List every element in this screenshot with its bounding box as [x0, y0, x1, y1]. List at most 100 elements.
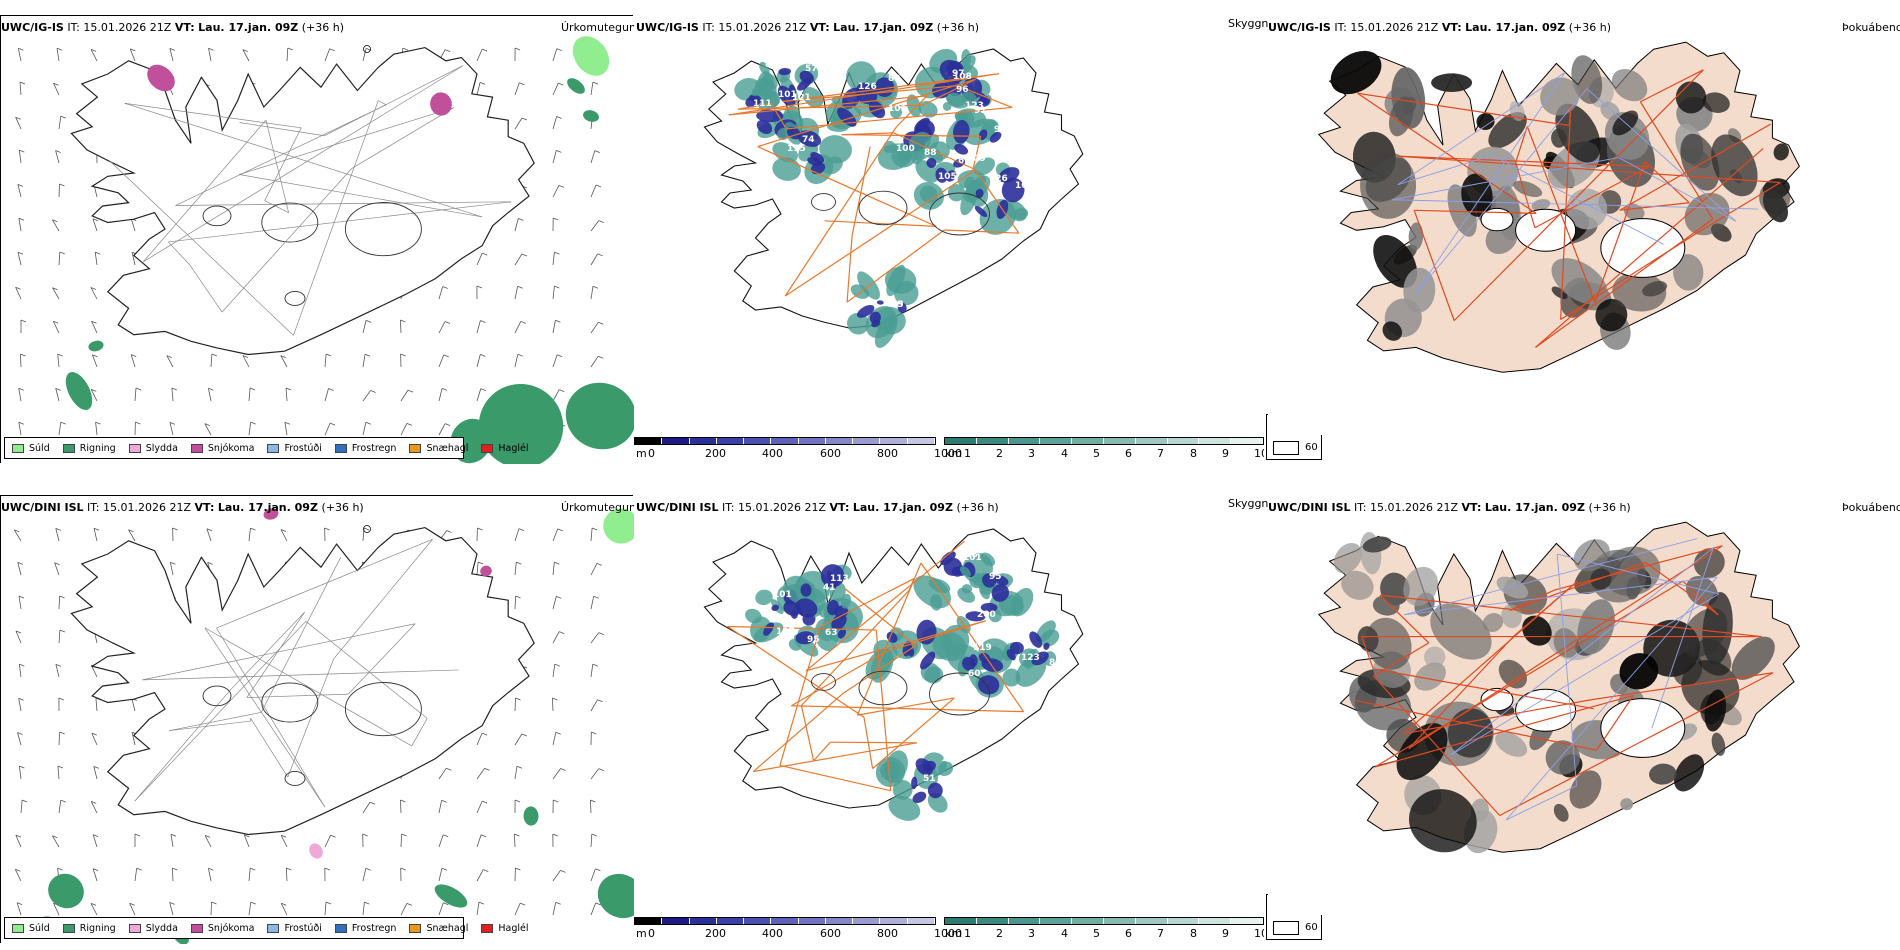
model-name: UWC/IG-IS: [636, 21, 699, 34]
lead-time: (+36 h): [1568, 21, 1612, 34]
fog-patch: [1571, 55, 1603, 104]
fog-header: UWC/DINI ISL IT: 15.01.2026 21Z VT: Lau.…: [1268, 501, 1631, 515]
ceiling-height-label: 75: [891, 300, 904, 310]
visibility-scale-tick: 3: [1028, 927, 1035, 940]
fog-patch: [1513, 180, 1543, 198]
legend-swatch: [334, 923, 347, 933]
lead-time: (+36 h): [1588, 501, 1631, 514]
low-ceiling-area: [820, 564, 845, 588]
ceiling-height-label: 95: [989, 572, 1002, 582]
vt-label: VT:: [1461, 501, 1482, 514]
it-value: 15.01.2026 21Z: [1350, 21, 1439, 34]
fog-patch: [1681, 608, 1728, 658]
ceiling-height-label: 111: [753, 99, 772, 109]
low-ceiling-area: [1009, 641, 1024, 655]
low-visibility-area: [751, 79, 771, 96]
legend-item: Súld: [12, 443, 50, 454]
ceiling-scale-tick: 600: [820, 447, 841, 460]
fog-key-light-label: 60: [1305, 442, 1318, 453]
ceiling-height-label: 100: [896, 144, 915, 154]
precip-type-map[interactable]: [1, 16, 634, 464]
glacier-outline: [284, 770, 306, 786]
fog-patch: [1408, 789, 1477, 853]
road-network: [1355, 545, 1774, 817]
ceiling-scale-tick: 600: [820, 927, 841, 940]
model-name: UWC/DINI ISL: [1, 501, 84, 514]
ceiling-panel-title: Skyggni: [1228, 17, 1272, 30]
ceiling-scale-tick: 200: [705, 927, 726, 940]
ceiling-visibility-panel: 111 80 96 97 101 109 100 82 74 75 121 90 108 123 100 10…: [634, 15, 1264, 465]
visibility-scale-tick: 9: [1222, 927, 1229, 940]
low-visibility-area: [777, 127, 791, 140]
road-network: [728, 73, 1020, 303]
ceiling-height-label: 41: [823, 583, 836, 593]
fog-index-map[interactable]: [1268, 15, 1900, 435]
ceiling-height-label: 104: [941, 754, 960, 764]
ceiling-scale-unit: m: [636, 447, 647, 460]
rain-area: [48, 873, 84, 909]
ceiling-height-label: 101: [963, 553, 982, 563]
ceiling-height-label: 150: [898, 659, 917, 669]
ceiling-height-label: 126: [989, 174, 1008, 184]
legend-label: Súld: [29, 442, 50, 454]
low-ceiling-area: [827, 599, 840, 616]
glacier-outline: [202, 685, 232, 707]
it-label: IT:: [87, 501, 100, 514]
low-ceiling-area: [876, 300, 884, 305]
glacier: [1515, 688, 1577, 732]
glacier: [1480, 207, 1514, 232]
low-ceiling-area: [1043, 642, 1050, 650]
low-ceiling-area: [749, 95, 757, 103]
vt-value: Lau. 17.jan. 09Z: [1465, 21, 1566, 34]
legend-item: Rigning: [62, 922, 116, 934]
precip-type-legend: Súld Rigning Slydda Snjókoma Frostúði Frostre…: [4, 437, 529, 459]
vt-value: Lau. 17.jan. 09Z: [217, 501, 318, 514]
fog-patch: [1555, 103, 1601, 163]
low-ceiling-area: [912, 791, 927, 804]
ceiling-height-label: 97: [994, 125, 1007, 135]
fog-index-map[interactable]: [1268, 495, 1900, 915]
ceiling-visibility-map[interactable]: 1118096971011091008274751219010812310010…: [634, 15, 1264, 465]
precip-panel-title: Úrkomutegund: [561, 21, 643, 34]
low-ceiling-area: [911, 776, 918, 790]
glacier-outline: [811, 673, 836, 691]
vt-label: VT:: [194, 501, 215, 514]
model-name: UWC/DINI ISL: [636, 501, 719, 514]
low-ceiling-area: [969, 654, 978, 667]
precip-type-panel: Súld Rigning Slydda Snjókoma Frostúði Frostre…: [0, 15, 634, 464]
legend-label: Rigning: [79, 922, 116, 934]
low-ceiling-area: [871, 320, 881, 328]
fog-patch: [1382, 321, 1403, 341]
legend-label: Súld: [29, 922, 50, 934]
glacier-outline: [858, 670, 908, 706]
rivers: [1392, 71, 1759, 296]
lead-time: (+36 h): [956, 501, 999, 514]
ceiling-scale-unit: m: [636, 927, 647, 940]
glacier-outline: [261, 202, 319, 243]
ceiling-scale-tick: 800: [877, 447, 898, 460]
ceiling-height-label: 95: [807, 635, 820, 645]
legend-label: Snæhagl: [426, 922, 469, 934]
visibility-scale-tick: 9: [1222, 447, 1229, 460]
precip-type-map[interactable]: [1, 496, 634, 944]
legend-swatch: [128, 443, 141, 453]
ceiling-height-label: 81: [1049, 658, 1062, 668]
precip-type-legend: Súld Rigning Slydda Snjókoma Frostúði Frostre…: [4, 917, 529, 939]
ceiling-height-label: 105: [938, 172, 957, 182]
low-ceiling-area: [991, 583, 1009, 602]
low-ceiling-area: [965, 611, 986, 622]
ceiling-visibility-map[interactable]: 1279510120015011912310411310163128951186…: [634, 495, 1264, 945]
low-ceiling-area: [797, 78, 812, 91]
rain-area: [565, 382, 634, 450]
visibility-scale-tick: 6: [1125, 447, 1132, 460]
visibility-scale-unit: km: [945, 927, 962, 940]
visibility-scale-tick: 8: [1190, 927, 1197, 940]
legend-item: Snjókoma: [190, 923, 254, 934]
low-ceiling-area: [837, 628, 847, 639]
ceiling-height-label: 101: [773, 590, 792, 600]
vt-label: VT:: [1441, 21, 1462, 34]
legend-item: Slydda: [128, 443, 178, 454]
it-label: IT:: [722, 501, 735, 514]
ceiling-scale-tick: 1000: [934, 927, 962, 940]
fog-patch: [1673, 754, 1705, 792]
